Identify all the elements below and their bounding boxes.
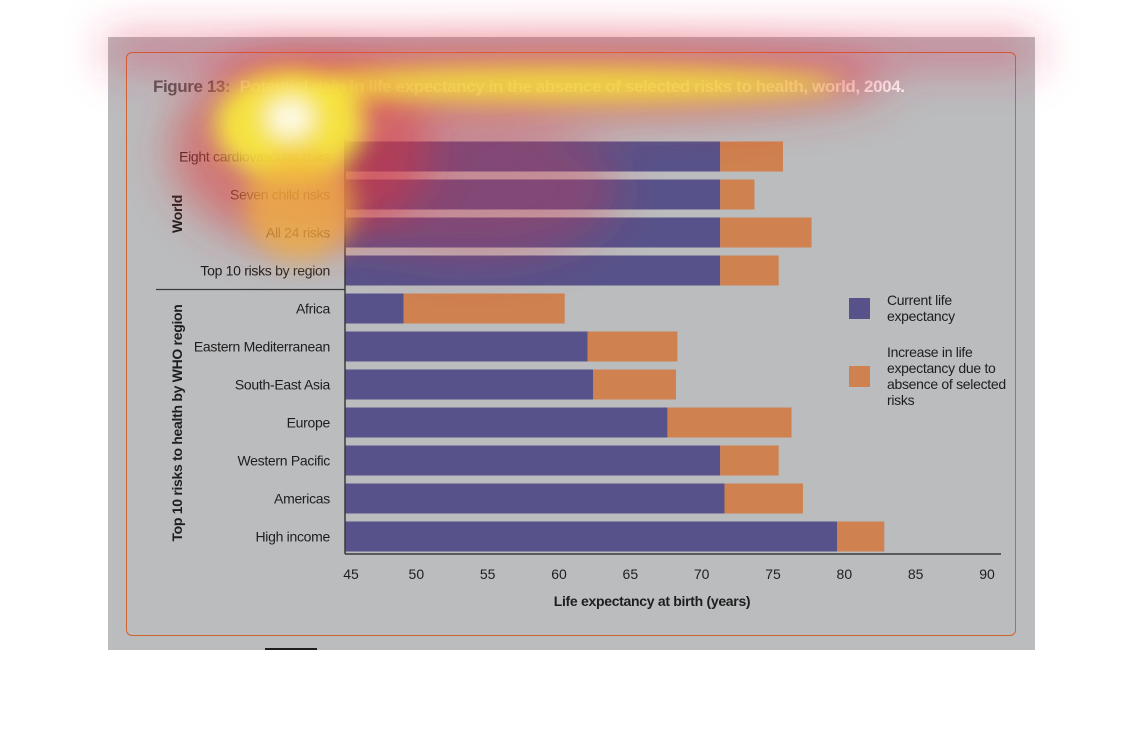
- legend-label-increase: Increase in life expectancy due to absen…: [887, 344, 1009, 408]
- x-tick-75: 75: [765, 566, 781, 582]
- bar-increase-top-10-risks-by-region: [720, 255, 779, 286]
- category-label-south-east-asia: South-East Asia: [235, 377, 331, 393]
- bar-increase-south-east-asia: [593, 369, 676, 400]
- bar-current-eastern-mediterranean: [345, 331, 588, 362]
- x-tick-70: 70: [694, 566, 710, 582]
- x-tick-50: 50: [409, 566, 425, 582]
- bar-current-south-east-asia: [345, 369, 594, 400]
- legend-label-current: Current life expectancy: [887, 292, 955, 324]
- bar-current-all-24-risks: [345, 217, 721, 248]
- bar-increase-americas: [724, 483, 803, 514]
- bar-increase-africa: [403, 293, 565, 324]
- category-label-americas: Americas: [274, 491, 330, 507]
- group-label-who-region: Top 10 risks to health by WHO region: [169, 304, 185, 541]
- bar-current-africa: [345, 293, 404, 324]
- figure-title-prefix: Figure 13:: [153, 77, 230, 96]
- category-label-high-income: High income: [255, 529, 330, 545]
- x-tick-90: 90: [979, 566, 995, 582]
- bar-current-americas: [345, 483, 725, 514]
- bar-current-eight-cardiovascular-risks: [345, 141, 721, 172]
- x-tick-65: 65: [623, 566, 639, 582]
- bar-current-top-10-risks-by-region: [345, 255, 721, 286]
- legend-swatch-current: [849, 298, 870, 319]
- bar-increase-high-income: [837, 521, 885, 552]
- x-tick-45: 45: [343, 566, 359, 582]
- category-label-europe: Europe: [287, 415, 331, 431]
- category-label-africa: Africa: [296, 301, 331, 317]
- x-tick-55: 55: [480, 566, 496, 582]
- legend: Current life expectancy Increase in life…: [849, 292, 1009, 408]
- underline-mark: [265, 648, 317, 650]
- x-tick-85: 85: [908, 566, 924, 582]
- bar-increase-western-pacific: [720, 445, 779, 476]
- bar-current-seven-child-risks: [345, 179, 721, 210]
- figure-title-text: Potential gain in life expectancy in the…: [240, 77, 905, 96]
- bar-increase-europe: [667, 407, 792, 438]
- bar-current-western-pacific: [345, 445, 721, 476]
- legend-swatch-increase: [849, 366, 870, 387]
- figure-title: Figure 13: Potential gain in life expect…: [153, 77, 905, 96]
- bar-increase-eastern-mediterranean: [587, 331, 678, 362]
- category-labels: Eight cardiovascular risks Seven child ri…: [179, 149, 331, 545]
- bar-increase-seven-child-risks: [720, 179, 755, 210]
- category-label-eastern-mediterranean: Eastern Mediterranean: [194, 339, 330, 355]
- bars-layer: [345, 141, 885, 552]
- category-label-all-24-risks: All 24 risks: [266, 225, 330, 241]
- bar-current-high-income: [345, 521, 838, 552]
- bar-increase-eight-cardiovascular-risks: [720, 141, 783, 172]
- group-label-world: World: [169, 195, 185, 233]
- category-label-eight-cardiovascular-risks: Eight cardiovascular risks: [179, 149, 330, 165]
- x-tick-labels: 45 50 55 60 65 70 75 80 85 90: [343, 566, 995, 582]
- x-tick-80: 80: [837, 566, 853, 582]
- category-label-top-10-risks-by-region: Top 10 risks by region: [200, 263, 330, 279]
- x-axis-title: Life expectancy at birth (years): [554, 593, 751, 609]
- x-tick-60: 60: [551, 566, 567, 582]
- category-label-western-pacific: Western Pacific: [238, 453, 331, 469]
- bar-increase-all-24-risks: [720, 217, 812, 248]
- category-label-seven-child-risks: Seven child risks: [230, 187, 330, 203]
- bar-current-europe: [345, 407, 668, 438]
